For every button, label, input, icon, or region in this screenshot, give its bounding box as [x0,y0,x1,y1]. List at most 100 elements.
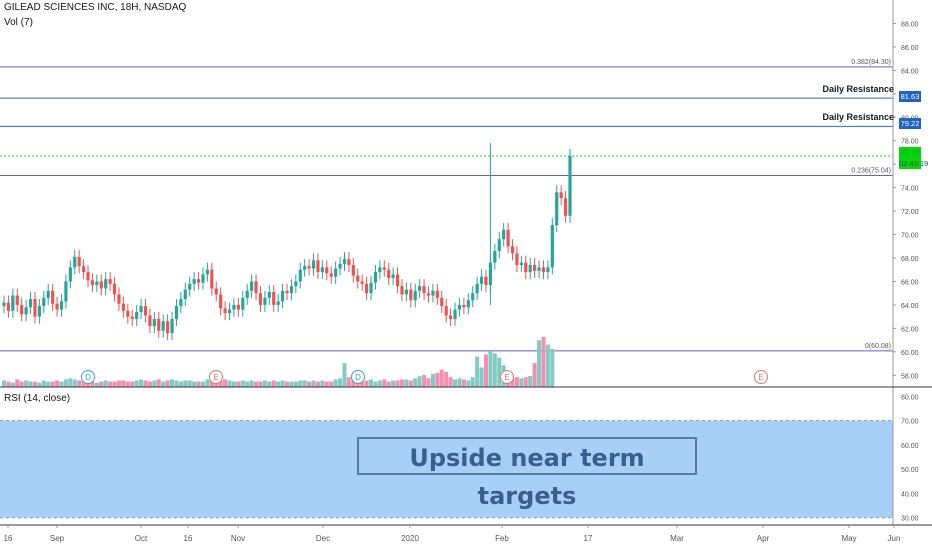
volume-bar [99,381,104,387]
candle-body [555,192,559,226]
candle-body [510,246,515,254]
candle-body [267,292,271,298]
candle-body [130,316,134,319]
volume-bar [532,363,537,387]
volume-bar [550,348,555,387]
candle-body [73,256,77,268]
candle-body [568,155,572,216]
time-tick-label: Jun [888,534,901,543]
candle-body [400,286,404,295]
candle-body [506,229,510,247]
volume-bar [50,381,55,387]
price-tick-label: 62.00 [901,326,919,333]
candle-body [117,294,121,304]
countdown-tag: 02:43:19 [899,158,929,169]
candle-body [391,274,395,278]
volume-bar [333,379,338,387]
daily-resistance-label-1: Daily Resistance [822,84,894,94]
volume-bar [10,382,15,387]
volume-bar [68,378,73,387]
volume-bar [488,351,493,387]
time-tick-label: Feb [495,534,509,543]
volume-bar [408,380,413,387]
volume-bar [19,381,24,387]
candle-body [444,306,448,316]
candle-body [214,288,218,295]
candle-body [502,229,506,240]
volume-bar [307,381,312,387]
volume-bar [103,380,108,387]
rsi-band-fill [0,420,893,518]
volume-bar [37,382,42,387]
volume-bar [72,379,77,387]
price-tick-label: 74.00 [901,186,919,193]
volume-bar [276,381,281,387]
candle-body [95,281,99,285]
candle-body [90,280,95,285]
volume-bar [280,380,285,387]
volume-bar [519,378,524,387]
volume-bar [315,381,320,387]
candle-body [422,286,426,294]
candle-body [484,276,488,285]
annotation-box[interactable]: Upside near term targets [357,437,697,510]
candle-body [108,279,112,284]
price-tick-label: 86.00 [901,45,919,52]
fib-label: 0(60.08) [865,343,891,350]
candle-body [104,279,108,289]
time-tick-label: 17 [584,534,593,543]
rsi-band [0,420,893,519]
volume-bar [196,381,201,387]
chart-title: GILEAD SCIENCES INC, 18H, NASDAQ [4,2,187,13]
candle-body [418,286,422,291]
candle-body [254,281,258,294]
price-tick-label: 72.00 [901,209,919,216]
fib-label: 0.382(84.30) [851,59,891,66]
volume-bar [147,381,152,387]
volume-bar [298,380,303,387]
price-tag-79-22: 79.22 [899,118,921,129]
rsi-tick-label: 50.00 [901,467,919,474]
volume-bar [461,379,466,387]
event-marker [500,370,514,384]
candle-body [311,260,316,269]
volume-bar [311,380,316,387]
candle-body [219,294,223,309]
candle-body [528,265,532,273]
candle-body [462,304,466,308]
candle-body [466,300,470,308]
candle-body [126,310,130,317]
candle-body [550,225,554,268]
candle-body [559,192,563,199]
candle-body [210,269,214,289]
volume-bar [2,380,6,387]
candle-body [42,297,46,307]
candle-body [232,304,236,310]
volume-bar [475,356,480,387]
volume-bar [139,379,144,387]
volume-bar [430,373,435,387]
volume-bar [90,381,95,387]
volume-bar [46,381,51,387]
volume-bar [161,381,166,387]
volume-bar [342,363,347,387]
candle-body [294,281,298,287]
candle-body [479,276,484,284]
candlesticks [2,143,572,341]
time-tick-label: Mar [670,534,684,543]
volume-bar [223,379,228,387]
volume-bar [541,337,546,387]
volume-bar [329,381,334,387]
candle-body [196,279,201,283]
candle-body [81,266,86,273]
candle-body [33,299,37,317]
volume-bar [528,376,533,387]
volume-bar [453,379,458,387]
candle-body [174,306,179,319]
candle-body [170,318,174,334]
volume-bar [258,381,263,387]
candle-body [413,290,417,301]
candle-body [289,286,294,294]
candle-body [563,198,568,216]
